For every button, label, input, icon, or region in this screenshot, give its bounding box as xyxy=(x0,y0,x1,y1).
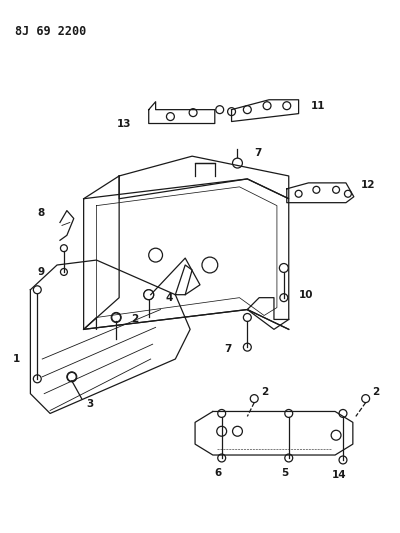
Circle shape xyxy=(232,426,242,436)
Circle shape xyxy=(144,290,154,300)
Circle shape xyxy=(144,290,154,300)
Text: 9: 9 xyxy=(37,267,44,277)
Circle shape xyxy=(33,375,41,383)
Circle shape xyxy=(313,187,320,193)
Circle shape xyxy=(232,158,242,168)
Circle shape xyxy=(60,269,67,276)
Text: 8: 8 xyxy=(37,207,44,217)
Circle shape xyxy=(263,102,271,110)
Circle shape xyxy=(333,187,340,193)
Text: 14: 14 xyxy=(332,470,346,480)
Circle shape xyxy=(280,294,288,302)
Circle shape xyxy=(279,263,288,272)
Circle shape xyxy=(166,112,174,120)
Circle shape xyxy=(218,409,226,417)
Circle shape xyxy=(295,190,302,197)
Circle shape xyxy=(189,109,197,117)
Text: 12: 12 xyxy=(361,180,375,190)
Text: 10: 10 xyxy=(299,290,313,300)
Circle shape xyxy=(149,248,162,262)
Circle shape xyxy=(67,373,76,381)
Circle shape xyxy=(112,313,121,322)
Circle shape xyxy=(216,106,224,114)
Circle shape xyxy=(228,108,236,116)
Circle shape xyxy=(218,454,226,462)
Circle shape xyxy=(285,409,293,417)
Circle shape xyxy=(243,343,251,351)
Text: 3: 3 xyxy=(86,399,94,409)
Circle shape xyxy=(243,106,251,114)
Circle shape xyxy=(111,312,121,322)
Text: 7: 7 xyxy=(254,148,262,158)
Text: 2: 2 xyxy=(372,386,380,397)
Text: 7: 7 xyxy=(224,344,232,354)
Circle shape xyxy=(60,245,67,252)
Circle shape xyxy=(285,454,293,462)
Text: 11: 11 xyxy=(310,101,325,111)
Text: 13: 13 xyxy=(116,118,131,128)
Circle shape xyxy=(344,190,351,197)
Text: 4: 4 xyxy=(166,293,173,303)
Text: 6: 6 xyxy=(214,468,221,478)
Circle shape xyxy=(331,430,341,440)
Circle shape xyxy=(283,102,291,110)
Text: 8J 69 2200: 8J 69 2200 xyxy=(15,25,86,37)
Circle shape xyxy=(202,257,218,273)
Circle shape xyxy=(339,409,347,417)
Text: 2: 2 xyxy=(131,314,138,325)
Text: 1: 1 xyxy=(13,354,20,364)
Circle shape xyxy=(362,394,370,402)
Circle shape xyxy=(67,372,77,382)
Circle shape xyxy=(217,426,227,436)
Text: 5: 5 xyxy=(281,468,288,478)
Circle shape xyxy=(33,286,41,294)
Circle shape xyxy=(339,456,347,464)
Circle shape xyxy=(243,313,251,321)
Circle shape xyxy=(250,394,258,402)
Text: 2: 2 xyxy=(261,386,268,397)
